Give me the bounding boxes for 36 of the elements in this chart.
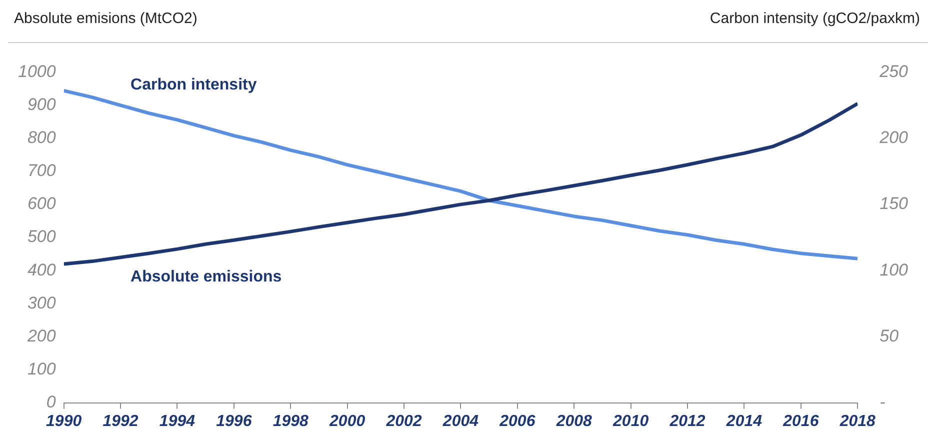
y2-tick-label: 100: [880, 260, 909, 280]
x-tick-label: 1998: [272, 412, 309, 430]
x-tick-label: 1994: [159, 412, 196, 430]
y-tick-label: 600: [27, 194, 56, 214]
y-tick-label: 200: [26, 326, 56, 346]
y-axis-title: Absolute emisions (MtCO2): [14, 10, 198, 27]
y2-tick-label: 50: [880, 326, 900, 346]
x-tick-label: 2010: [612, 412, 649, 430]
y-tick-label: 700: [27, 161, 56, 180]
x-tick-label: 1992: [102, 412, 138, 430]
y-tick-label: 100: [27, 359, 56, 378]
y-tick-label: 300: [27, 293, 56, 312]
x-tick-label: 2008: [555, 412, 592, 430]
y-tick-label: 400: [27, 260, 56, 280]
x-tick-label: 2004: [442, 412, 479, 430]
x-tick-label: 2012: [668, 412, 706, 430]
x-tick-label: 2002: [385, 412, 422, 430]
y-tick-label: 1000: [18, 62, 56, 81]
y-tick-label: 900: [27, 94, 56, 114]
y2-tick-label: 200: [878, 128, 909, 148]
y2-tick-label: 150: [880, 194, 909, 214]
x-tick-label: 2014: [725, 412, 762, 430]
x-tick-label: 1990: [46, 412, 82, 430]
y2-tick-label: -: [880, 392, 886, 412]
y2-axis-title: Carbon intensity (gCO2/paxkm): [710, 10, 920, 27]
x-tick-label: 2018: [838, 412, 876, 430]
series-label: Carbon intensity: [130, 76, 257, 94]
x-tick-label: 1996: [216, 412, 252, 430]
y-tick-label: 0: [46, 392, 56, 412]
y2-tick-label: 250: [878, 62, 909, 81]
series-label: Absolute emissions: [130, 268, 282, 286]
x-tick-label: 2006: [498, 412, 536, 430]
y-tick-label: 800: [27, 128, 56, 148]
x-tick-label: 2016: [782, 412, 819, 430]
y-tick-label: 500: [27, 227, 56, 246]
x-tick-label: 2000: [328, 412, 366, 430]
